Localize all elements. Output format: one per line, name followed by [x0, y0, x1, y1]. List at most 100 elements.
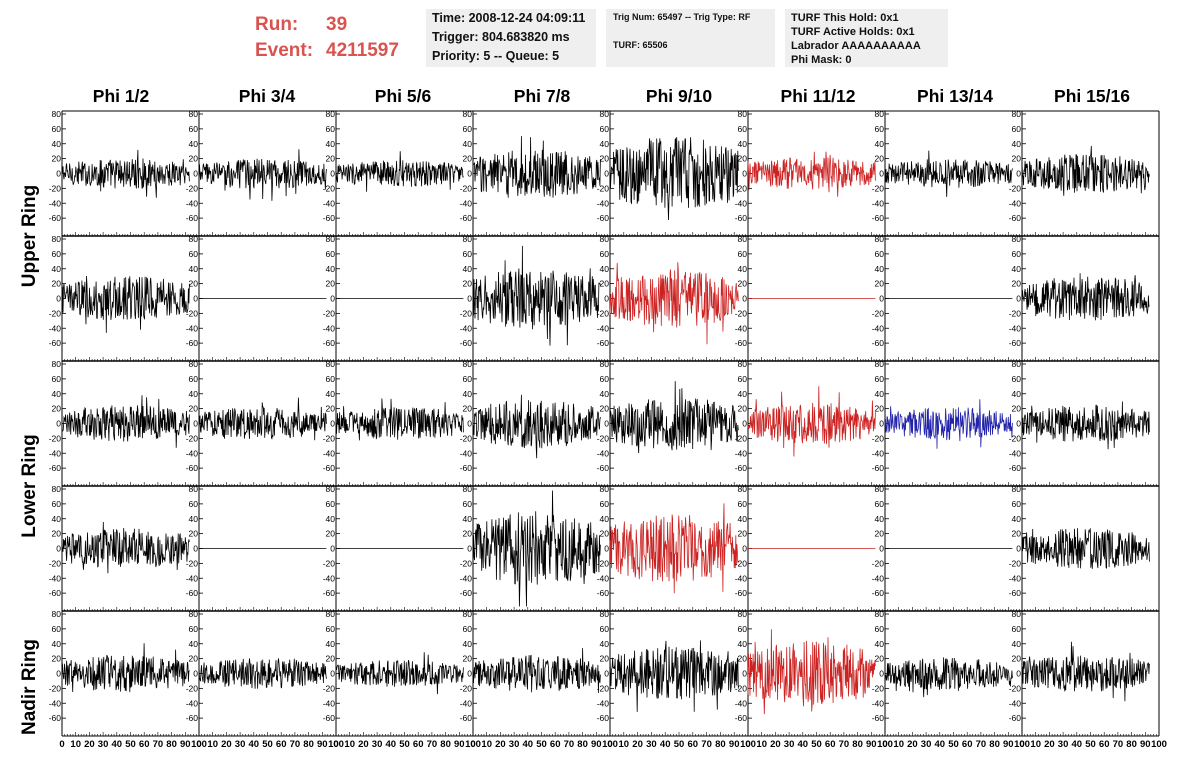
turf-info-box: TURF This Hold: 0x1 TURF Active Holds: 0… [785, 9, 948, 67]
y-tick-label: 60 [463, 374, 473, 384]
x-tick-label: 50 [674, 739, 685, 750]
panel-r2-c2: -60 -40 -20 0 20 40 60 80 [323, 359, 474, 486]
y-tick-label: 60 [600, 374, 610, 384]
y-tick-label: -40 [460, 573, 473, 583]
y-tick-label: -60 [872, 463, 885, 473]
y-tick-label: 60 [463, 249, 473, 259]
waveform-trace [472, 394, 601, 459]
y-tick-label: 20 [738, 154, 748, 164]
y-tick-label: 0 [742, 169, 747, 179]
y-tick-label: -40 [323, 573, 336, 583]
waveform-trace [198, 658, 327, 689]
panel-r3-c5: -60 -40 -20 0 20 40 60 80 [735, 484, 886, 611]
waveform-trace [609, 262, 739, 345]
y-tick-label: 0 [330, 544, 335, 554]
y-tick-label: -20 [460, 683, 473, 693]
y-tick-label: 40 [875, 389, 885, 399]
y-tick-label: 0 [879, 169, 884, 179]
y-tick-label: 0 [467, 544, 472, 554]
y-tick-label: -40 [1009, 698, 1022, 708]
y-tick-label: -60 [323, 713, 336, 723]
y-tick-label: 20 [875, 529, 885, 539]
waveform-trace [335, 652, 464, 695]
y-tick-label: -20 [872, 558, 885, 568]
y-tick-label: -60 [872, 213, 885, 223]
y-tick-label: -60 [735, 588, 748, 598]
panel-r2-c4: -60 -40 -20 0 20 40 60 80 [597, 359, 749, 486]
x-tick-label: 40 [660, 739, 671, 750]
y-tick-label: 20 [1012, 529, 1022, 539]
y-tick-label: -20 [735, 683, 748, 693]
y-tick-label: 60 [738, 249, 748, 259]
y-tick-label: 20 [463, 154, 473, 164]
y-tick-label: 60 [875, 624, 885, 634]
y-tick-label: -60 [872, 588, 885, 598]
x-tick-label: 10 [893, 739, 904, 750]
y-tick-label: 0 [1016, 419, 1021, 429]
y-tick-label: -60 [597, 713, 610, 723]
y-tick-label: 60 [738, 499, 748, 509]
y-tick-label: -60 [1009, 463, 1022, 473]
waveform-trace [61, 149, 190, 198]
y-tick-label: 80 [600, 359, 610, 369]
y-tick-label: 60 [875, 249, 885, 259]
y-tick-label: 40 [600, 264, 610, 274]
y-tick-label: -40 [186, 198, 199, 208]
waveform-trace [61, 275, 190, 333]
y-tick-label: 80 [326, 484, 336, 494]
y-tick-label: -60 [597, 588, 610, 598]
x-tick-label: 90 [1003, 739, 1014, 750]
y-tick-label: 20 [1012, 154, 1022, 164]
y-tick-label: 80 [600, 484, 610, 494]
x-tick-label: 30 [1058, 739, 1069, 750]
y-tick-label: 0 [193, 169, 198, 179]
y-tick-label: -20 [186, 433, 199, 443]
waveform-trace [609, 640, 739, 712]
y-tick-label: 20 [1012, 404, 1022, 414]
y-tick-label: 80 [600, 234, 610, 244]
y-tick-label: -60 [735, 338, 748, 348]
y-tick-label: 40 [52, 514, 62, 524]
time-info-box: Time: 2008-12-24 04:09:11 Trigger: 804.6… [426, 9, 596, 67]
column-title-phi-13-14: Phi 13/14 [917, 86, 993, 106]
x-tick-label: 60 [825, 739, 836, 750]
panel-r1-c1: -60 -40 -20 0 20 40 60 80 [186, 234, 337, 361]
x-tick-label: 70 [290, 739, 301, 750]
y-tick-label: -40 [872, 573, 885, 583]
x-tick-label: 70 [701, 739, 712, 750]
y-tick-label: -40 [1009, 448, 1022, 458]
y-tick-label: 20 [52, 279, 62, 289]
y-tick-label: -40 [186, 573, 199, 583]
waveform-trace [1021, 401, 1150, 450]
column-title-phi-9-10: Phi 9/10 [645, 86, 713, 106]
panel-r3-c2: -60 -40 -20 0 20 40 60 80 [323, 484, 474, 611]
x-tick-label: 60 [139, 739, 150, 750]
y-tick-label: 60 [52, 624, 62, 634]
y-tick-label: 60 [1012, 124, 1022, 134]
y-tick-label: 40 [189, 639, 199, 649]
y-tick-label: -40 [872, 198, 885, 208]
x-tick-label: 100 [740, 739, 756, 750]
y-tick-label: 60 [326, 499, 336, 509]
y-tick-label: 0 [879, 294, 884, 304]
x-tick-label: 20 [358, 739, 369, 750]
y-tick-label: 40 [52, 639, 62, 649]
waveform-trace [884, 657, 1013, 698]
x-tick-label: 20 [84, 739, 95, 750]
y-tick-label: -60 [735, 713, 748, 723]
y-tick-label: -40 [1009, 198, 1022, 208]
y-tick-label: 80 [326, 109, 336, 119]
panel-r4-c3: -60 -40 -20 0 20 40 60 80 [460, 609, 611, 736]
x-tick-label: 90 [1140, 739, 1151, 750]
y-tick-label: -20 [323, 433, 336, 443]
y-tick-label: -60 [460, 463, 473, 473]
y-tick-label: 0 [742, 294, 747, 304]
waveform-trace [335, 398, 464, 441]
y-tick-label: 60 [738, 124, 748, 134]
priority-line: Priority: 5 -- Queue: 5 [432, 49, 560, 63]
y-tick-label: 80 [738, 359, 748, 369]
y-tick-label: -40 [186, 448, 199, 458]
x-tick-label: 30 [784, 739, 795, 750]
y-tick-label: 40 [875, 639, 885, 649]
x-tick-label: 90 [454, 739, 465, 750]
